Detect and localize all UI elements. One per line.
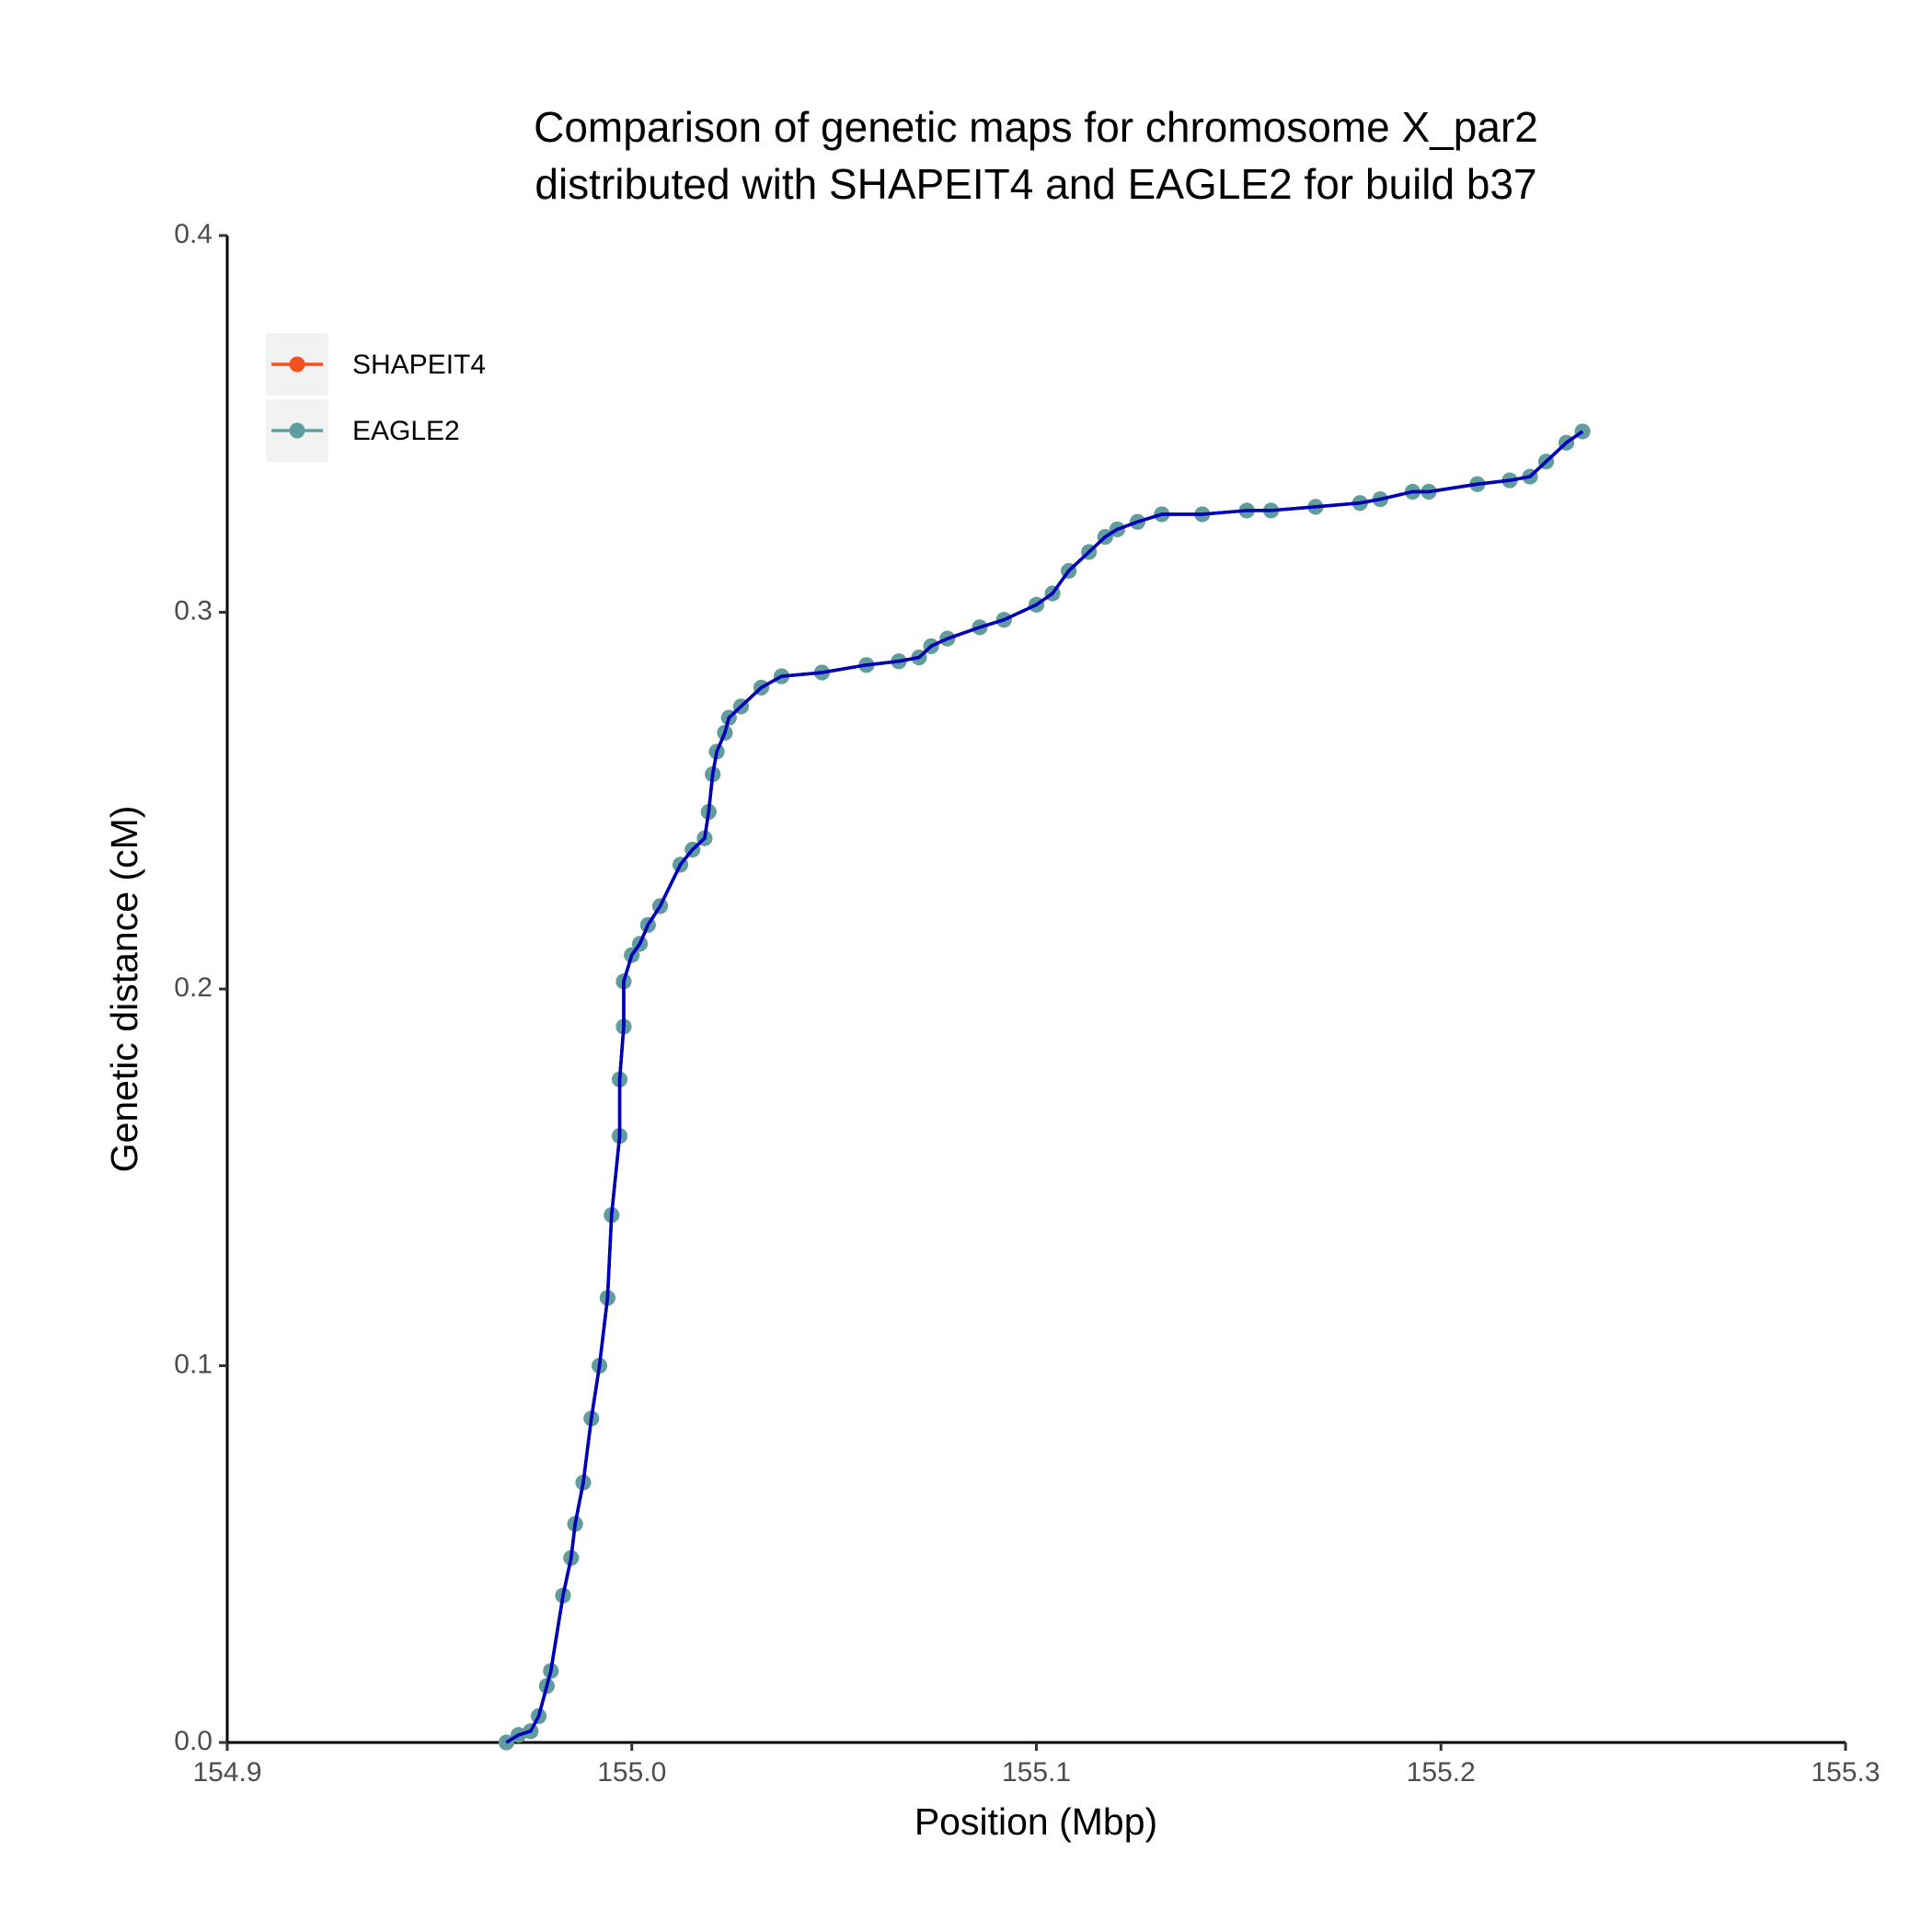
y-tick-label: 0.2 xyxy=(174,972,213,1003)
chart-title: Comparison of genetic maps for chromosom… xyxy=(534,103,1538,151)
x-tick-label: 155.3 xyxy=(1811,1757,1880,1788)
legend-point xyxy=(289,422,305,439)
x-tick-label: 155.2 xyxy=(1407,1757,1476,1788)
legend-point xyxy=(289,356,305,373)
legend-label: SHAPEIT4 xyxy=(352,350,486,380)
y-axis-label: Genetic distance (cM) xyxy=(103,806,145,1173)
y-tick-label: 0.4 xyxy=(174,219,213,249)
x-tick-label: 155.1 xyxy=(1002,1757,1071,1788)
series-line xyxy=(505,430,1584,1744)
y-tick-label: 0.3 xyxy=(174,595,213,626)
y-tick-label: 0.0 xyxy=(174,1726,213,1756)
x-axis-label: Position (Mbp) xyxy=(914,1800,1157,1843)
x-tick-label: 155.0 xyxy=(597,1757,666,1788)
legend-label: EAGLE2 xyxy=(352,416,460,446)
y-tick-label: 0.1 xyxy=(174,1349,213,1379)
chart-title: distributed with SHAPEIT4 and EAGLE2 for… xyxy=(535,160,1536,208)
x-tick-label: 154.9 xyxy=(192,1757,261,1788)
